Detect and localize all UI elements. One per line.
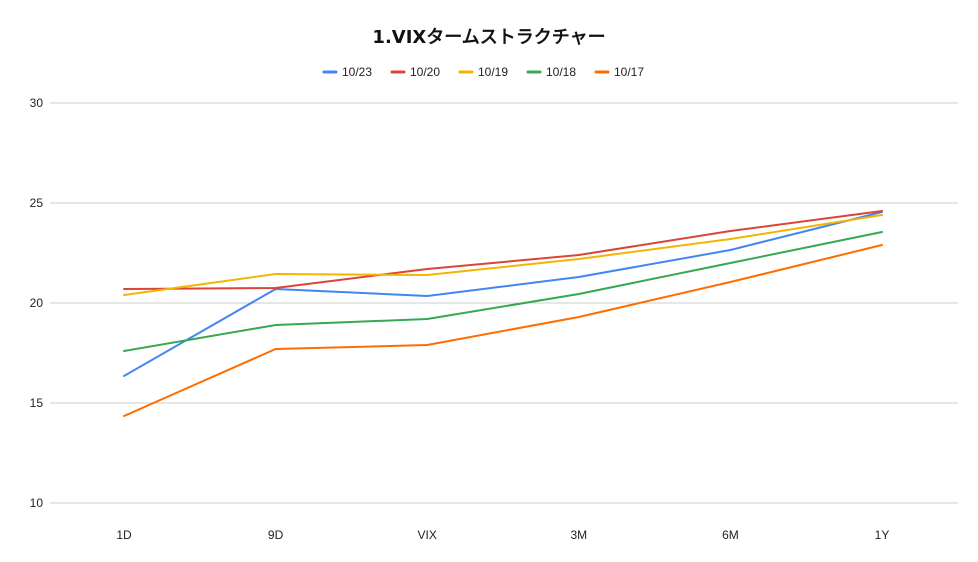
legend-item: 10/23 <box>322 65 372 79</box>
x-tick-label: 9D <box>268 528 284 542</box>
legend-label: 10/18 <box>546 65 576 79</box>
legend-label: 10/23 <box>342 65 372 79</box>
y-tick-label: 30 <box>30 96 44 110</box>
series-line <box>123 214 883 296</box>
legend-item: 10/18 <box>526 65 576 79</box>
series-line <box>123 231 883 352</box>
series-line <box>123 211 883 377</box>
series-10-19 <box>123 214 883 296</box>
series-10-18 <box>123 231 883 352</box>
legend-item: 10/17 <box>594 65 644 79</box>
chart-title: 1.VIXタームストラクチャー <box>372 27 605 48</box>
y-tick-label: 10 <box>30 496 44 510</box>
x-tick-label: 1D <box>116 528 132 542</box>
series-10-23 <box>123 211 883 377</box>
y-tick-label: 15 <box>30 396 44 410</box>
x-axis: 1D 9D VIX 3M 6M 1Y <box>116 528 889 542</box>
y-tick-label: 20 <box>30 296 44 310</box>
gridlines <box>50 102 958 504</box>
x-tick-label: 3M <box>570 528 587 542</box>
legend: 10/23 10/20 10/19 10/18 10/17 <box>322 65 644 79</box>
series-10-20 <box>123 210 883 290</box>
legend-label: 10/20 <box>410 65 440 79</box>
legend-item: 10/19 <box>458 65 508 79</box>
series-10-17 <box>123 244 883 417</box>
x-tick-label: VIX <box>418 528 437 542</box>
legend-label: 10/17 <box>614 65 644 79</box>
y-tick-label: 25 <box>30 196 44 210</box>
x-tick-label: 6M <box>722 528 739 542</box>
legend-label: 10/19 <box>478 65 508 79</box>
y-axis: 10 15 20 25 30 <box>30 96 44 510</box>
legend-item: 10/20 <box>390 65 440 79</box>
series-line <box>123 244 883 417</box>
series-lines <box>123 210 883 417</box>
series-line <box>123 210 883 290</box>
x-tick-label: 1Y <box>875 528 890 542</box>
